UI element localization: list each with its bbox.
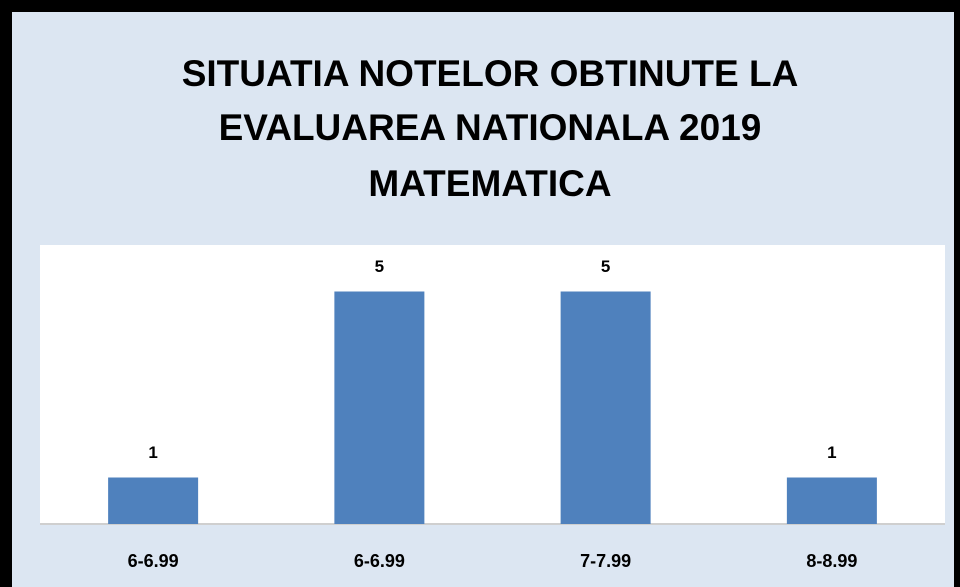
- data-label: 5: [601, 257, 610, 276]
- bar: [786, 477, 877, 524]
- data-label: 1: [148, 443, 157, 462]
- data-label: 5: [375, 257, 384, 276]
- chart-title: MATEMATICA: [368, 163, 611, 204]
- x-tick-label: 8-8.99: [806, 551, 857, 571]
- x-tick-label: 7-7.99: [580, 551, 631, 571]
- x-tick-label: 6-6.99: [128, 551, 179, 571]
- bar: [108, 477, 199, 524]
- x-tick-label: 6-6.99: [354, 551, 405, 571]
- bar: [334, 291, 425, 524]
- data-label: 1: [827, 443, 836, 462]
- chart-title: SITUATIA NOTELOR OBTINUTE LA: [182, 53, 799, 94]
- chart-title: EVALUAREA NATIONALA 2019: [219, 107, 762, 148]
- bar: [560, 291, 651, 524]
